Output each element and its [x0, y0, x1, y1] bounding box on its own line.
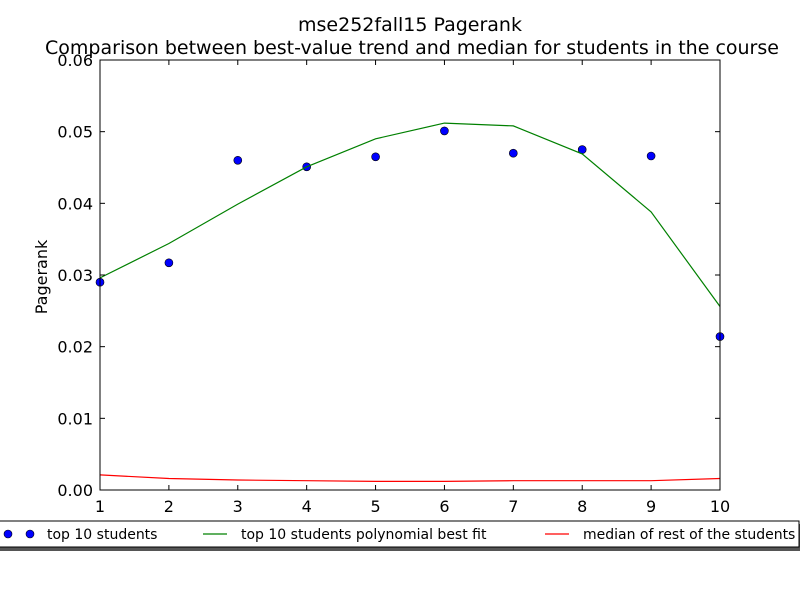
data-point — [440, 126, 449, 136]
x-tick-label: 1 — [95, 497, 105, 516]
legend-label: top 10 students — [47, 527, 157, 543]
x-tick-label: 10 — [710, 497, 730, 516]
y-tick-label: 0.02 — [57, 338, 93, 357]
legend-label: top 10 students polynomial best fit — [241, 527, 487, 543]
plot-layer — [95, 122, 725, 482]
y-tick-label: 0.00 — [57, 481, 93, 500]
y-tick-label: 0.05 — [57, 123, 93, 142]
axis-ticks: 1 2 3 4 5 6 7 8 9 10 0.00 0.01 0.02 0.03 0.04 0.05 0.06 — [57, 51, 730, 516]
legend-box — [0, 520, 800, 548]
data-point — [233, 156, 243, 165]
series-line-1 — [99, 122, 721, 307]
y-axis-label: Pagerank — [32, 239, 51, 314]
series-line-2 — [99, 474, 721, 482]
chart-title: mse252fall15 Pagerank — [298, 14, 522, 36]
legend-marker-swatch — [3, 529, 13, 539]
data-point — [508, 148, 518, 158]
x-tick-label: 5 — [370, 497, 380, 516]
y-tick-label: 0.04 — [57, 194, 93, 213]
legend-label: median of rest of the students — [583, 527, 795, 543]
x-tick-label: 2 — [164, 497, 174, 516]
x-tick-label: 8 — [577, 497, 587, 516]
x-tick-label: 9 — [646, 497, 656, 516]
y-tick-label: 0.01 — [57, 409, 93, 428]
y-tick-label: 0.06 — [57, 51, 93, 70]
x-tick-label: 7 — [508, 497, 518, 516]
x-tick-label: 6 — [439, 497, 449, 516]
data-point — [371, 152, 380, 162]
x-tick-label: 3 — [233, 497, 243, 516]
data-point — [646, 151, 656, 161]
y-tick-label: 0.03 — [57, 266, 93, 285]
data-point — [164, 258, 174, 268]
x-tick-label: 4 — [302, 497, 312, 516]
legend: top 10 students top 10 students polynomia… — [0, 520, 800, 551]
legend-marker-swatch — [25, 529, 35, 539]
plot-frame — [99, 59, 721, 491]
chart-subtitle: Comparison between best-value trend and … — [45, 37, 779, 59]
